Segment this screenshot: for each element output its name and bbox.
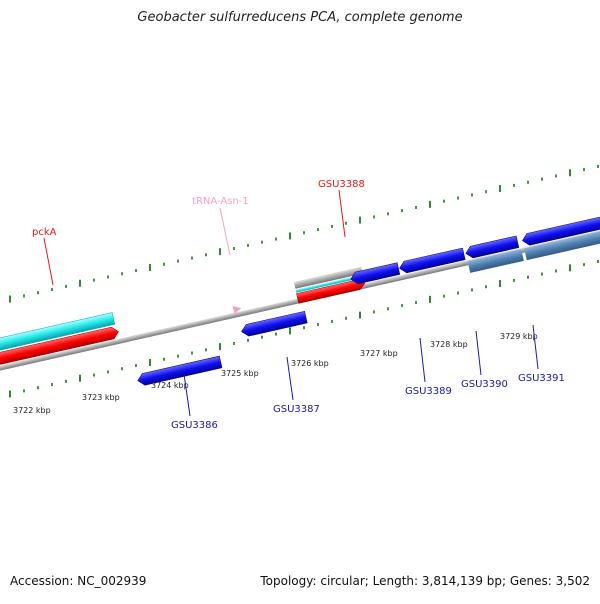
leader-gsu3389: [419, 337, 426, 383]
scale-label: 3725 kbp: [221, 369, 259, 378]
reverse-tick-track: [9, 259, 599, 398]
feature-pcka-gene[interactable]: [0, 312, 116, 363]
feature-gsu3388-cds[interactable]: [296, 278, 367, 304]
label-gsu3389[interactable]: GSU3389: [405, 386, 452, 397]
leader-lines: [43, 189, 539, 417]
label-gsu3390[interactable]: GSU3390: [461, 379, 508, 390]
feature-misc-steel-b[interactable]: [524, 228, 600, 261]
label-pcka[interactable]: pckA: [32, 227, 57, 238]
label-gsu3386[interactable]: GSU3386: [171, 420, 218, 431]
feature-gsu3389-cds[interactable]: [349, 262, 401, 285]
scale-label: 3726 kbp: [291, 359, 329, 368]
forward-features: [0, 266, 367, 377]
feature-gsu3386-cds[interactable]: [136, 355, 223, 386]
feature-labels: pckA tRNA-Asn-1 GSU3388 GSU3386 GSU3387 …: [32, 179, 565, 431]
label-gsu3388[interactable]: GSU3388: [318, 179, 365, 190]
feature-gsu3387-cds[interactable]: [240, 310, 308, 337]
genome-title: Geobacter sulfurreducens PCA, complete g…: [137, 10, 463, 25]
leader-pcka: [43, 237, 54, 286]
feature-gsu3391-cds[interactable]: [464, 235, 520, 259]
feature-gsu3388-gene[interactable]: [295, 274, 364, 293]
accession-text: Accession: NC_002939: [10, 574, 147, 588]
feature-misc-steel-a[interactable]: [467, 249, 524, 273]
feature-gsu3390-cds[interactable]: [398, 247, 466, 274]
forward-tick-track: [9, 164, 599, 303]
scale-label: 3728 kbp: [430, 340, 468, 349]
scale-labels: 3722 kbp 3723 kbp 3724 kbp 3725 kbp 3726…: [13, 332, 538, 415]
label-gsu3391[interactable]: GSU3391: [518, 373, 565, 384]
leader-gsu3388: [338, 189, 346, 238]
leader-gsu3391: [532, 324, 539, 370]
leader-trna: [219, 207, 231, 256]
feature-gsu3392-cds[interactable]: [521, 214, 600, 246]
scale-label: 3722 kbp: [13, 406, 51, 415]
leader-gsu3387: [286, 356, 294, 401]
feature-pcka-cds[interactable]: [0, 326, 120, 377]
scale-label: 3727 kbp: [360, 349, 398, 358]
scale-label: 3729 kbp: [500, 332, 538, 341]
label-trna-asn-1[interactable]: tRNA-Asn-1: [192, 196, 249, 207]
scale-label: 3724 kbp: [151, 381, 189, 390]
label-gsu3387[interactable]: GSU3387: [273, 404, 320, 415]
feature-trna-asn-1[interactable]: [232, 304, 243, 314]
reverse-features: [136, 214, 600, 386]
scale-label: 3723 kbp: [82, 393, 120, 402]
leader-gsu3386: [183, 373, 191, 417]
feature-gsu3388-misc[interactable]: [293, 266, 363, 289]
leader-gsu3390: [475, 330, 482, 376]
topology-text: Topology: circular; Length: 3,814,139 bp…: [260, 574, 590, 588]
